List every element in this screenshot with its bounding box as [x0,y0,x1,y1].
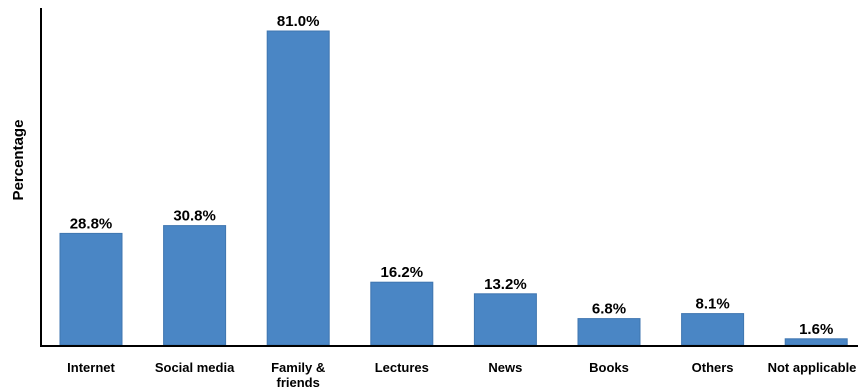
bar-7 [784,338,848,346]
value-label-1: 30.8% [173,208,216,225]
value-label-6: 8.1% [695,296,729,313]
bar-5 [577,318,641,346]
category-label-7: Not applicable [768,360,857,375]
category-labels-group: Internet Social media Family & friends Lectu… [67,360,856,390]
category-label-2: Family & friends [271,360,325,390]
bar-0 [59,232,123,346]
category-label-5: Books [589,360,629,375]
value-label-3: 16.2% [381,264,424,281]
bars-group [59,30,848,346]
value-label-4: 13.2% [484,276,527,293]
value-label-7: 1.6% [799,321,833,338]
bar-6 [681,313,745,346]
category-label-6: Others [692,360,734,375]
y-axis-label: Percentage [10,120,27,201]
bar-4 [473,293,537,346]
bar-3 [370,281,434,346]
category-label-3: Lectures [375,360,429,375]
bar-1 [163,225,227,346]
category-label-1: Social media [155,360,235,375]
value-label-2: 81.0% [277,13,320,30]
value-label-5: 6.8% [592,301,626,318]
value-label-0: 28.8% [70,215,113,232]
category-label-4: News [488,360,522,375]
category-label-0: Internet [67,360,115,375]
value-labels-group: 28.8% 30.8% 81.0% 16.2% 13.2% 6.8% 8.1% 1.6% [70,13,834,338]
bar-2 [266,30,330,346]
